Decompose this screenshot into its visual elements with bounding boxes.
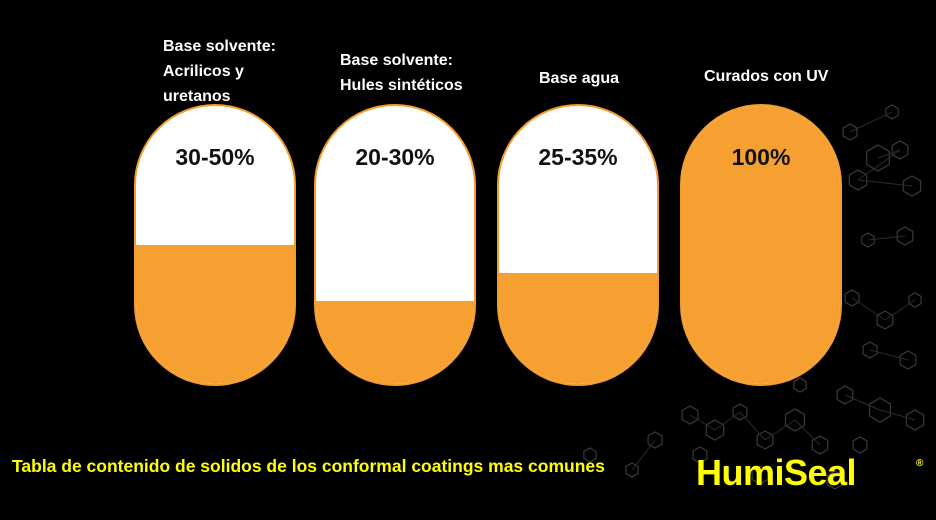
bar-fill-3 bbox=[682, 106, 840, 384]
bond-line bbox=[857, 149, 901, 181]
capsule-bar-2: 25-35% bbox=[497, 104, 659, 386]
hexagon-shape bbox=[836, 385, 854, 405]
hexagon-shape bbox=[876, 310, 894, 330]
bond-line bbox=[857, 179, 913, 187]
bond-line bbox=[689, 414, 716, 431]
hexagon-shape bbox=[908, 292, 922, 308]
hexagon-shape bbox=[842, 123, 858, 141]
hexagon-shape bbox=[681, 405, 699, 425]
value-label-0: 30-50% bbox=[175, 144, 255, 170]
hexagon-shape bbox=[899, 350, 917, 370]
hexagon-shape bbox=[885, 104, 899, 120]
category-label-1: Base solvente: Hules sintéticos bbox=[340, 52, 463, 94]
value-label-3: 100% bbox=[731, 144, 791, 170]
capsule-bar-1: 20-30% bbox=[314, 104, 476, 386]
bond-line bbox=[631, 439, 656, 471]
hexagon-shape bbox=[905, 409, 925, 431]
hexagon-shape bbox=[583, 447, 597, 463]
capsule-bar-3: 100% bbox=[680, 104, 842, 386]
capsule-bar-0: 30-50% bbox=[134, 104, 296, 386]
bar-fill-2 bbox=[499, 272, 657, 384]
bond-line bbox=[851, 297, 886, 321]
humiseal-logo: HumiSeal bbox=[696, 452, 857, 493]
value-label-1: 20-30% bbox=[355, 144, 435, 170]
hexagon-shape bbox=[866, 144, 890, 172]
bond-line bbox=[877, 149, 901, 159]
bar-fill-0 bbox=[136, 245, 294, 384]
hexagon-shape bbox=[784, 408, 806, 432]
hexagon-shape bbox=[896, 226, 914, 246]
molecule-pattern bbox=[583, 104, 925, 490]
hexagon-shape bbox=[902, 175, 922, 197]
hexagon-shape bbox=[826, 470, 844, 490]
category-label-0: Base solvente: Acrilicos y uretanos bbox=[163, 38, 276, 105]
bond-line bbox=[739, 411, 766, 441]
bond-line bbox=[714, 411, 741, 431]
bond-line bbox=[869, 349, 909, 361]
chart-caption: Tabla de contenido de solidos de los con… bbox=[12, 456, 605, 476]
category-label-3: Curados con UV bbox=[704, 68, 829, 85]
bond-line bbox=[849, 111, 893, 133]
bond-line bbox=[844, 394, 881, 411]
bar-fill-1 bbox=[316, 300, 474, 384]
hexagon-shape bbox=[852, 436, 868, 454]
hexagon-shape bbox=[862, 341, 878, 359]
hexagon-shape bbox=[625, 462, 639, 478]
hexagon-shape bbox=[732, 403, 748, 421]
value-label-2: 25-35% bbox=[538, 144, 618, 170]
hexagon-shape bbox=[647, 431, 663, 449]
hexagon-shape bbox=[861, 232, 875, 248]
hexagon-shape bbox=[848, 169, 868, 191]
category-label-2: Base agua bbox=[539, 70, 620, 87]
hexagon-shape bbox=[692, 446, 708, 464]
registered-trademark-icon: ® bbox=[916, 458, 924, 469]
bond-line bbox=[879, 409, 916, 421]
hexagon-shape bbox=[751, 465, 769, 485]
hexagon-shape bbox=[868, 397, 892, 423]
hexagon-shape bbox=[891, 140, 909, 160]
hexagon-shape bbox=[811, 435, 829, 455]
bond-line bbox=[764, 419, 796, 441]
bond-line bbox=[794, 419, 821, 446]
hexagon-shape bbox=[844, 289, 860, 307]
bond-line bbox=[867, 235, 906, 241]
bond-line bbox=[884, 299, 916, 321]
hexagon-shape bbox=[756, 430, 774, 450]
